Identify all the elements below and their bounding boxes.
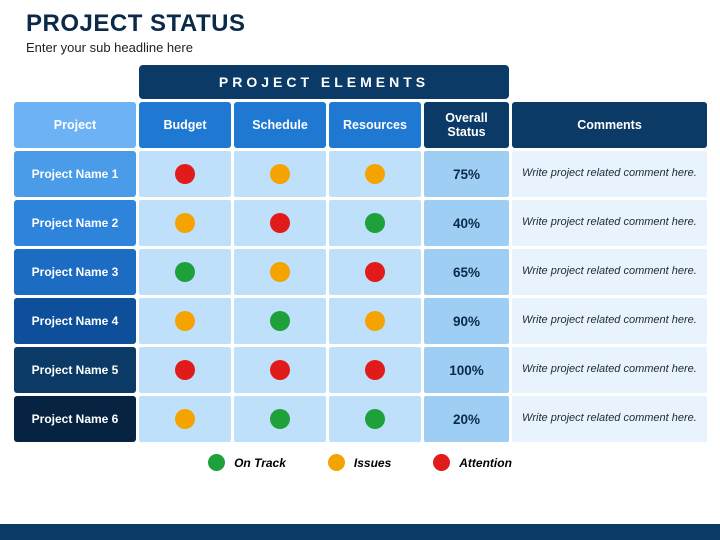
overall-status-2: 65% (424, 249, 509, 295)
cell-budget-0 (139, 151, 231, 197)
status-dot-issues (175, 409, 195, 429)
cell-resources-4 (329, 347, 421, 393)
project-elements-header: PROJECT ELEMENTS (139, 65, 509, 99)
cell-schedule-3 (234, 298, 326, 344)
comment-1: Write project related comment here. (512, 200, 707, 246)
col-header-1: Schedule (234, 102, 326, 148)
comment-0: Write project related comment here. (512, 151, 707, 197)
footer-bar (0, 524, 720, 540)
col-header-project: Project (14, 102, 136, 148)
legend-item-on_track: On Track (208, 454, 286, 471)
cell-schedule-4 (234, 347, 326, 393)
legend-label: Attention (459, 456, 512, 470)
legend: On Track Issues Attention (14, 454, 706, 471)
col-header-3: OverallStatus (424, 102, 509, 148)
row-name-2: Project Name 3 (14, 249, 136, 295)
overall-status-3: 90% (424, 298, 509, 344)
overall-status-0: 75% (424, 151, 509, 197)
cell-schedule-1 (234, 200, 326, 246)
legend-dot-issues (328, 454, 345, 471)
cell-resources-2 (329, 249, 421, 295)
col-header-0: Budget (139, 102, 231, 148)
status-dot-issues (365, 311, 385, 331)
status-dot-on_track (175, 262, 195, 282)
status-dot-attention (365, 262, 385, 282)
cell-schedule-0 (234, 151, 326, 197)
cell-resources-1 (329, 200, 421, 246)
row-name-3: Project Name 4 (14, 298, 136, 344)
row-name-1: Project Name 2 (14, 200, 136, 246)
blank-top-left (14, 65, 136, 99)
status-dot-issues (175, 213, 195, 233)
legend-label: Issues (354, 456, 391, 470)
cell-schedule-5 (234, 396, 326, 442)
cell-budget-1 (139, 200, 231, 246)
status-dot-issues (270, 164, 290, 184)
status-dot-issues (175, 311, 195, 331)
row-name-0: Project Name 1 (14, 151, 136, 197)
status-dot-attention (175, 360, 195, 380)
legend-item-issues: Issues (328, 454, 391, 471)
legend-item-attention: Attention (433, 454, 512, 471)
status-dot-attention (175, 164, 195, 184)
cell-budget-2 (139, 249, 231, 295)
cell-budget-3 (139, 298, 231, 344)
cell-resources-5 (329, 396, 421, 442)
blank-top-right (512, 65, 707, 99)
status-table: PROJECT ELEMENTSProjectBudgetScheduleRes… (14, 65, 706, 442)
page-subtitle: Enter your sub headline here (26, 40, 694, 55)
overall-status-4: 100% (424, 347, 509, 393)
cell-budget-5 (139, 396, 231, 442)
comment-4: Write project related comment here. (512, 347, 707, 393)
comment-3: Write project related comment here. (512, 298, 707, 344)
row-name-4: Project Name 5 (14, 347, 136, 393)
status-dot-issues (365, 164, 385, 184)
comment-2: Write project related comment here. (512, 249, 707, 295)
col-header-comments: Comments (512, 102, 707, 148)
status-dot-attention (365, 360, 385, 380)
status-dot-attention (270, 213, 290, 233)
comment-5: Write project related comment here. (512, 396, 707, 442)
status-dot-issues (270, 262, 290, 282)
row-name-5: Project Name 6 (14, 396, 136, 442)
legend-label: On Track (234, 456, 286, 470)
overall-status-1: 40% (424, 200, 509, 246)
col-header-2: Resources (329, 102, 421, 148)
status-dot-on_track (365, 213, 385, 233)
status-dot-on_track (365, 409, 385, 429)
status-dot-attention (270, 360, 290, 380)
cell-schedule-2 (234, 249, 326, 295)
page-title: PROJECT STATUS (26, 10, 694, 38)
legend-dot-attention (433, 454, 450, 471)
overall-status-5: 20% (424, 396, 509, 442)
cell-resources-3 (329, 298, 421, 344)
status-dot-on_track (270, 311, 290, 331)
legend-dot-on_track (208, 454, 225, 471)
cell-resources-0 (329, 151, 421, 197)
cell-budget-4 (139, 347, 231, 393)
status-dot-on_track (270, 409, 290, 429)
